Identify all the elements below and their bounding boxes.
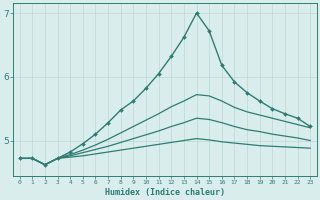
X-axis label: Humidex (Indice chaleur): Humidex (Indice chaleur)	[105, 188, 225, 197]
